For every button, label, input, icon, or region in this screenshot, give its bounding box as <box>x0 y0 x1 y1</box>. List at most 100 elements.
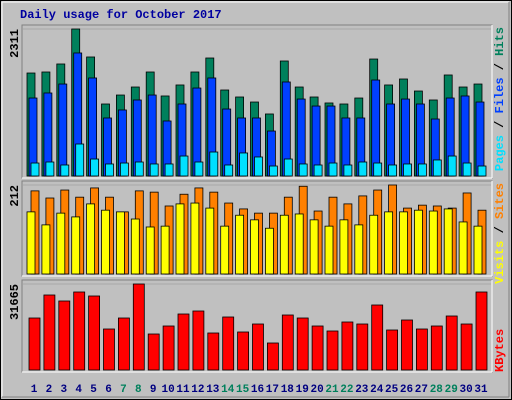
bar <box>58 300 71 371</box>
legend-entry: Pages <box>493 135 507 171</box>
bar <box>447 155 457 177</box>
bar <box>149 163 159 177</box>
bar <box>460 323 473 371</box>
bar <box>103 328 115 371</box>
bar <box>384 211 394 275</box>
x-tick-label: 31 <box>474 384 488 396</box>
bar <box>56 212 66 275</box>
x-tick-label: 17 <box>266 384 279 396</box>
x-tick-label: 18 <box>281 384 295 396</box>
bar <box>339 219 349 275</box>
bar <box>71 216 81 275</box>
bar <box>205 207 215 275</box>
bar <box>30 162 40 177</box>
bar <box>430 325 443 371</box>
bar <box>279 214 289 275</box>
bar <box>313 164 323 177</box>
bar <box>266 342 279 371</box>
legend-entry: KBytes <box>493 329 507 372</box>
bar <box>477 165 487 177</box>
legend: Visits / Sites <box>493 183 507 284</box>
bar <box>428 210 438 275</box>
x-tick-label: 8 <box>135 384 142 396</box>
bar <box>43 294 56 371</box>
bar <box>264 227 274 275</box>
bar <box>105 163 114 177</box>
bar <box>75 143 85 177</box>
bar <box>475 101 485 177</box>
bar <box>369 214 379 275</box>
bar <box>45 161 55 177</box>
x-tick-label: 6 <box>105 384 112 396</box>
y-tick-label: 212 <box>8 185 22 207</box>
x-tick-label: 13 <box>206 384 220 396</box>
bar <box>473 225 483 275</box>
bar <box>324 225 334 275</box>
legend-separator: / <box>493 113 507 135</box>
bar <box>298 163 308 177</box>
bar <box>101 209 110 275</box>
x-tick-label: 12 <box>191 384 204 396</box>
x-tick-label: 10 <box>161 384 174 396</box>
bar <box>26 211 36 275</box>
x-tick-label: 27 <box>415 384 428 396</box>
bar <box>401 319 413 371</box>
x-tick-label: 9 <box>150 384 157 396</box>
x-tick-label: 3 <box>60 384 67 396</box>
bar <box>386 329 399 371</box>
bar <box>224 164 234 177</box>
bar <box>403 163 412 177</box>
legend: Pages / Files / Hits <box>493 27 507 171</box>
bar <box>296 317 309 371</box>
x-tick-label: 11 <box>176 384 190 396</box>
bar <box>283 158 293 177</box>
bar <box>399 211 408 275</box>
bar <box>358 161 368 177</box>
legend-entry: Hits <box>493 27 507 56</box>
bar <box>179 155 189 177</box>
x-tick-label: 23 <box>355 384 369 396</box>
bar <box>145 226 155 275</box>
x-tick-label: 19 <box>296 384 309 396</box>
bar <box>192 310 205 371</box>
bar <box>239 152 249 177</box>
legend-separator: / <box>493 219 507 241</box>
bar <box>134 161 144 177</box>
bar <box>237 331 250 371</box>
x-tick-label: 4 <box>75 384 82 396</box>
bar <box>354 224 364 275</box>
x-tick-label: 16 <box>251 384 264 396</box>
bar <box>432 159 442 177</box>
bar <box>58 83 68 177</box>
bar <box>190 202 200 275</box>
chart-title: Daily usage for October 2017 <box>20 8 222 22</box>
bar <box>326 330 339 371</box>
bar <box>458 221 468 275</box>
x-tick-label: 24 <box>370 384 384 396</box>
bar <box>118 317 130 371</box>
y-tick-label: 2311 <box>8 29 22 58</box>
x-tick-label: 15 <box>236 384 250 396</box>
bar <box>90 158 99 177</box>
bar <box>413 209 423 275</box>
bar <box>164 163 174 177</box>
bar <box>220 225 230 275</box>
bar <box>194 161 204 177</box>
bar <box>443 208 453 275</box>
bar <box>373 162 383 177</box>
bar <box>311 325 324 371</box>
bar <box>162 325 175 371</box>
bar <box>116 211 125 275</box>
x-tick-label: 1 <box>31 384 38 396</box>
bar <box>462 162 472 177</box>
bar <box>417 163 427 177</box>
bar <box>73 291 86 371</box>
x-tick-label: 20 <box>310 384 323 396</box>
bar <box>343 164 353 177</box>
bar <box>160 225 170 275</box>
x-tick-label: 14 <box>221 384 235 396</box>
bar <box>147 333 160 371</box>
bar <box>250 219 259 275</box>
bar <box>475 291 488 371</box>
bar <box>209 151 219 177</box>
